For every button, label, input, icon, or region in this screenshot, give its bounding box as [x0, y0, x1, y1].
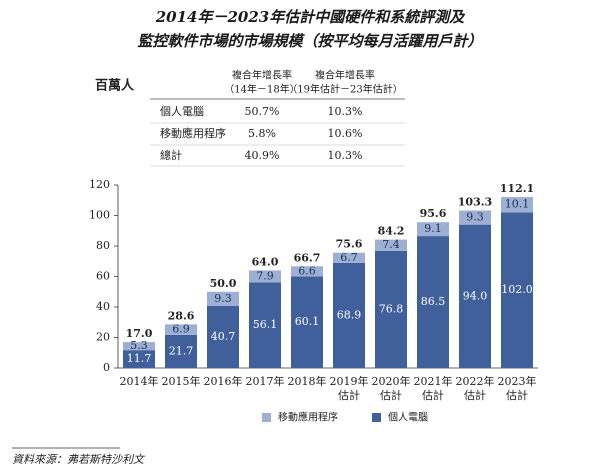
table-cell: 10.3%: [328, 149, 363, 162]
x-tick-label: 2014年: [120, 374, 159, 388]
bar-segment: [333, 262, 365, 368]
table-cell: 10.6%: [328, 127, 363, 140]
value-label: 7.4: [382, 238, 400, 251]
total-label: 50.0: [210, 277, 237, 290]
unit-label: 百萬人: [95, 78, 135, 94]
value-label: 68.9: [337, 308, 362, 321]
bar-segment: [123, 350, 155, 368]
bar-segment: [165, 334, 197, 368]
total-label: 112.1: [500, 182, 534, 195]
row-label: 總計: [160, 148, 182, 162]
y-tick-label: 40: [96, 300, 110, 313]
total-label: 17.0: [126, 327, 153, 340]
value-label: 6.9: [172, 323, 190, 336]
table-cell: 5.8%: [248, 127, 276, 140]
bar-segment: [291, 276, 323, 368]
x-tick-label: 2015年: [162, 374, 201, 388]
table-cell: 50.7%: [245, 105, 280, 118]
bar-segment: [417, 236, 449, 368]
legend-label: 移動應用程序: [278, 411, 338, 424]
bar-segment: [501, 212, 533, 368]
value-label: 10.1: [505, 198, 530, 211]
bar-segment: [123, 342, 155, 351]
plot: 0 20 40 60 80 100 120 2014年 11.75.317.0 2015年 21.7…: [89, 178, 538, 424]
x-tick-label: 2020年估計: [372, 374, 411, 402]
bar-segment: [459, 224, 491, 368]
legend-swatch: [372, 413, 381, 422]
value-label: 7.9: [256, 269, 274, 282]
y-tick-label: 120: [89, 178, 110, 191]
table-cell: 10.3%: [328, 105, 363, 118]
table-header: 複合年增長率: [232, 69, 292, 82]
row-label: 個人電腦: [160, 104, 204, 118]
value-label: 9.3: [214, 292, 232, 305]
legend-label: 個人電腦: [388, 411, 428, 424]
table-header: 複合年增長率: [315, 69, 375, 82]
y-tick-label: 100: [89, 209, 110, 222]
value-label: 11.7: [127, 352, 152, 365]
bar-segment: [333, 252, 365, 263]
source: 資料來源：弗若斯特沙利文: [12, 453, 146, 466]
row-label: 移動應用程序: [160, 126, 226, 140]
bar-segment: [501, 197, 533, 213]
y-tick-label: 0: [103, 361, 110, 374]
value-label: 9.1: [424, 222, 442, 235]
bar-segment: [249, 282, 281, 368]
total-label: 64.0: [252, 255, 279, 268]
value-label: 21.7: [169, 344, 194, 357]
bar-segment: [375, 250, 407, 368]
bar-segment: [249, 270, 281, 283]
value-label: 60.1: [295, 315, 320, 328]
total-label: 75.6: [336, 238, 363, 251]
bar-segment: [459, 210, 491, 225]
bar-segment: [291, 266, 323, 277]
total-label: 66.7: [294, 251, 321, 264]
value-label: 76.8: [379, 302, 404, 315]
y-tick-label: 80: [96, 239, 110, 252]
value-label: 5.3: [130, 339, 148, 352]
x-tick-label: 2019年估計: [330, 374, 369, 402]
table-body: 個人電腦 50.7% 10.3% 移動應用程序 5.8% 10.6% 總計 40.9% 10.3…: [160, 104, 362, 162]
total-label: 84.2: [378, 225, 405, 238]
value-label: 6.7: [340, 251, 358, 264]
bar-segment: [207, 305, 239, 368]
table-header: （19年估計－23年估計）: [287, 83, 402, 96]
total-label: 95.6: [420, 207, 447, 220]
total-label: 103.3: [458, 195, 492, 208]
x-tick-label: 2022年估計: [456, 374, 495, 402]
legend-swatch: [262, 413, 271, 422]
value-label: 102.0: [501, 283, 533, 296]
value-label: 94.0: [463, 289, 488, 302]
total-label: 28.6: [168, 309, 195, 322]
value-label: 40.7: [211, 330, 236, 343]
x-tick-label: 2016年: [204, 374, 243, 388]
bar-segment: [165, 324, 197, 335]
x-tick-label: 2018年: [288, 374, 327, 388]
x-tick-label: 2021年估計: [414, 374, 453, 402]
title-line: 2014年－2023年估計中國硬件和系統評測及: [155, 8, 466, 26]
bar-segment: [417, 222, 449, 237]
title-line: 監控軟件市場的市場規模（按平均每月活躍用戶計）: [137, 32, 482, 50]
y-tick-label: 20: [96, 331, 110, 344]
x-tick-label: 2017年: [246, 374, 285, 388]
value-label: 6.6: [298, 264, 316, 277]
bar-segment: [207, 291, 239, 306]
value-label: 56.1: [253, 318, 278, 331]
y-tick-label: 60: [96, 270, 110, 283]
value-label: 86.5: [421, 295, 446, 308]
table-header: （14年－18年）: [224, 83, 299, 96]
bar-segment: [375, 239, 407, 251]
x-tick-label: 2023年估計: [498, 374, 537, 402]
table-cell: 40.9%: [245, 149, 280, 162]
value-label: 9.3: [466, 211, 484, 224]
